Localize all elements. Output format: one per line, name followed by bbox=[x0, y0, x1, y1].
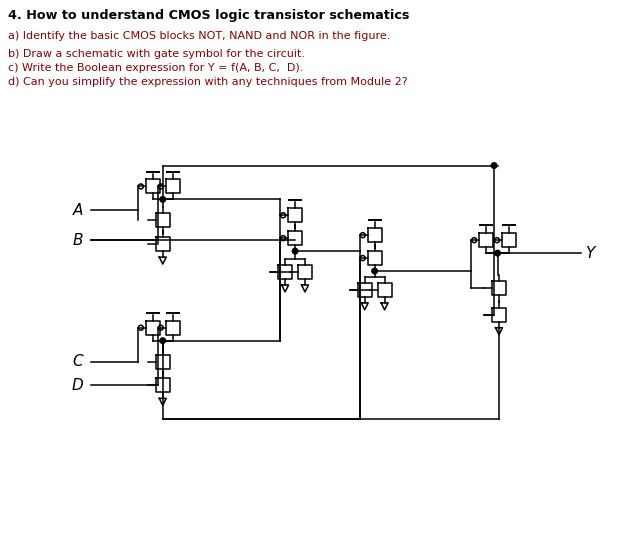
Text: a) Identify the basic CMOS blocks NOT, NAND and NOR in the figure.: a) Identify the basic CMOS blocks NOT, N… bbox=[7, 31, 390, 41]
Circle shape bbox=[160, 197, 165, 202]
Circle shape bbox=[372, 268, 378, 274]
Text: d) Can you simplify the expression with any techniques from Module 2?: d) Can you simplify the expression with … bbox=[7, 77, 407, 87]
Text: c) Write the Boolean expression for Y = f(A, B, C,  D).: c) Write the Boolean expression for Y = … bbox=[7, 63, 303, 73]
Text: b) Draw a schematic with gate symbol for the circuit.: b) Draw a schematic with gate symbol for… bbox=[7, 49, 305, 59]
Text: C: C bbox=[73, 354, 83, 369]
Circle shape bbox=[491, 163, 497, 169]
Circle shape bbox=[292, 248, 298, 254]
Text: B: B bbox=[73, 233, 83, 248]
Text: Y: Y bbox=[584, 245, 594, 261]
Circle shape bbox=[495, 250, 500, 256]
Text: A: A bbox=[73, 203, 83, 218]
Text: 4. How to understand CMOS logic transistor schematics: 4. How to understand CMOS logic transist… bbox=[7, 9, 409, 23]
Circle shape bbox=[160, 338, 165, 344]
Text: D: D bbox=[72, 378, 83, 393]
